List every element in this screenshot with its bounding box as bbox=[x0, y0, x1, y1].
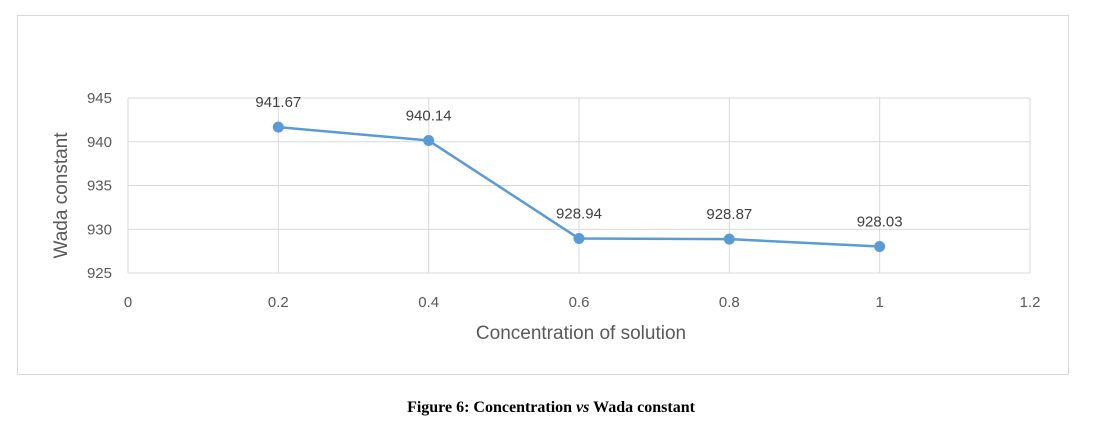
x-tick-label: 0.2 bbox=[268, 294, 289, 311]
y-axis-title: Wada constant bbox=[51, 132, 72, 259]
x-tick-label: 1 bbox=[875, 294, 883, 311]
data-label: 941.67 bbox=[255, 94, 301, 111]
x-tick-label: 0 bbox=[124, 294, 132, 311]
caption-italic: vs bbox=[576, 399, 590, 416]
data-label: 928.94 bbox=[556, 206, 602, 223]
data-label: 928.03 bbox=[857, 213, 903, 230]
data-point bbox=[423, 135, 435, 147]
x-tick-label: 0.6 bbox=[569, 294, 590, 311]
x-tick-label: 0.8 bbox=[719, 294, 740, 311]
chart-area bbox=[17, 15, 1069, 375]
x-axis-title: Concentration of solution bbox=[476, 323, 686, 344]
y-tick-label: 945 bbox=[87, 90, 112, 107]
figure-caption: Figure 6: Concentration vs Wada constant bbox=[0, 399, 1102, 417]
data-label: 940.14 bbox=[406, 108, 452, 125]
caption-prefix: Figure 6: Concentration bbox=[407, 399, 577, 416]
data-label: 928.87 bbox=[706, 206, 752, 223]
data-point bbox=[723, 233, 735, 245]
y-tick-label: 935 bbox=[87, 178, 112, 195]
y-tick-label: 940 bbox=[87, 134, 112, 151]
x-tick-label: 0.4 bbox=[418, 294, 439, 311]
x-tick-label: 1.2 bbox=[1020, 294, 1041, 311]
data-point bbox=[573, 233, 585, 245]
caption-suffix: Wada constant bbox=[589, 399, 695, 416]
data-point bbox=[874, 240, 886, 252]
y-tick-label: 930 bbox=[87, 221, 112, 238]
y-tick-label: 925 bbox=[87, 265, 112, 282]
data-point bbox=[272, 121, 284, 133]
